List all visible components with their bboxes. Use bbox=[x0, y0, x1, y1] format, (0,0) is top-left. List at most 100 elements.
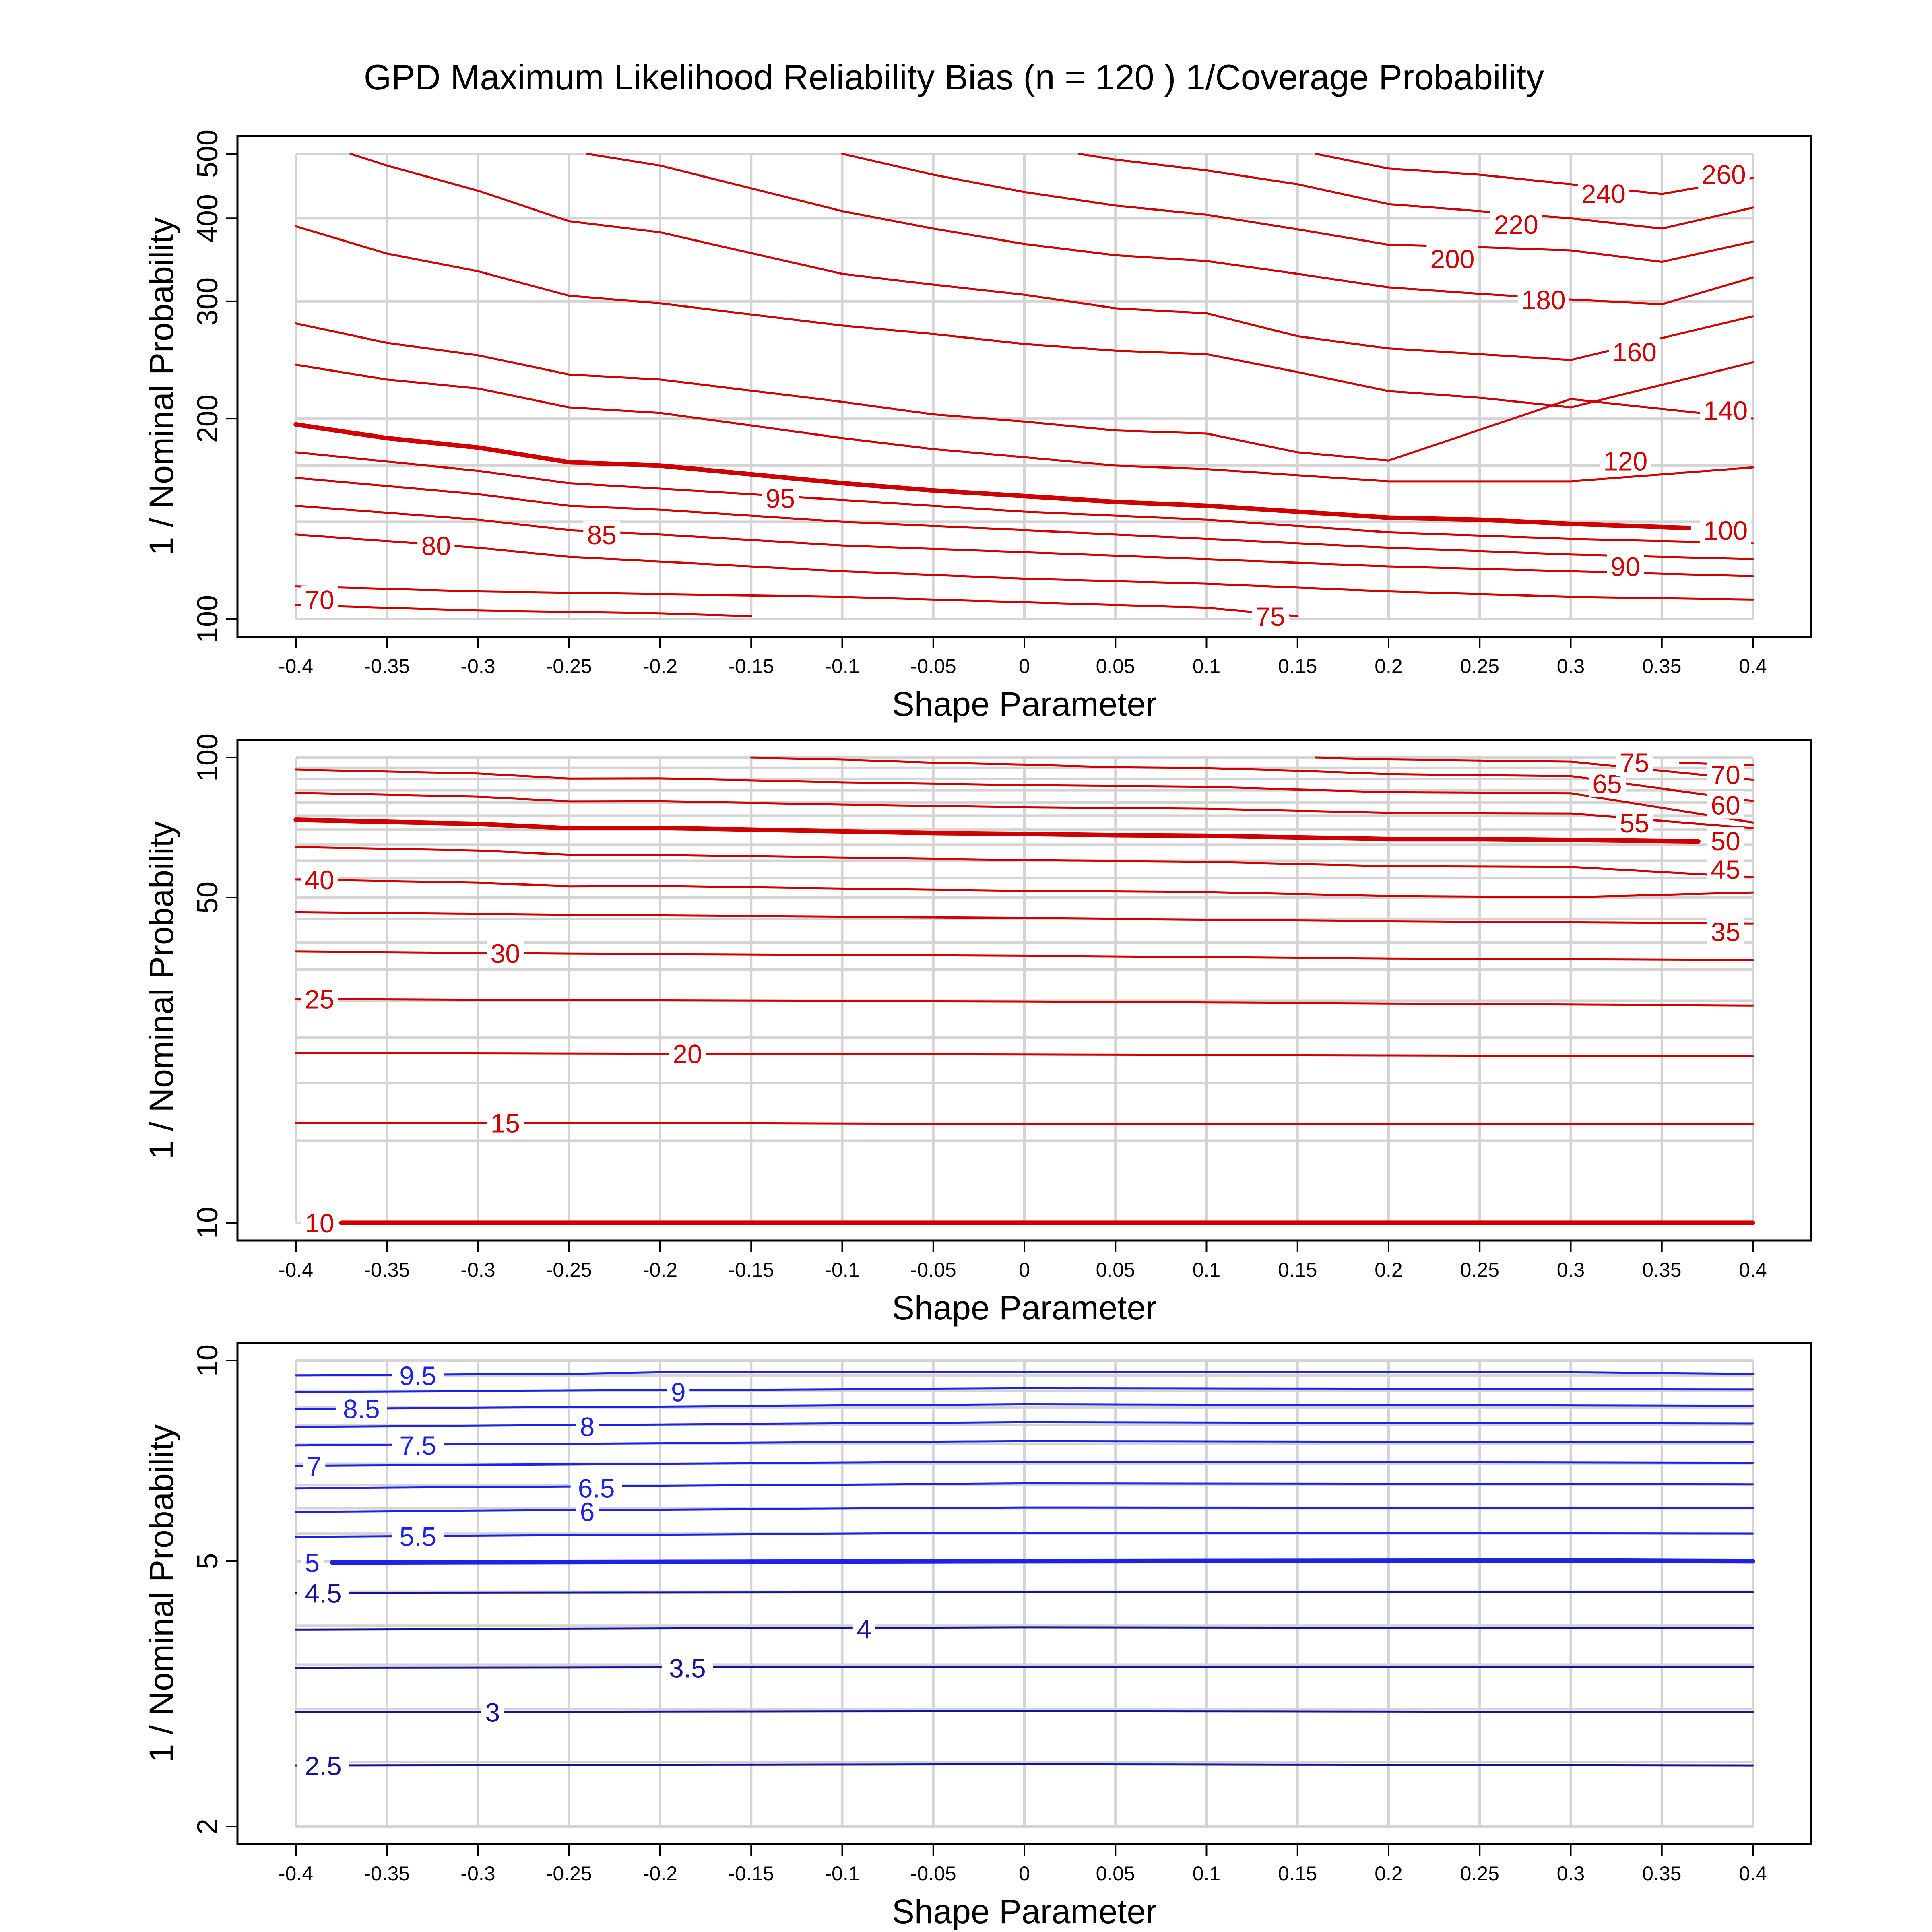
y-axis: 10 50 100 1 / Nominal Probability bbox=[142, 733, 237, 1239]
contour-label-background bbox=[1607, 553, 1644, 580]
y-axis: 100 200 300 400 500 1 / Nominal Probability bbox=[142, 130, 237, 643]
contour-label: 45 bbox=[1711, 855, 1740, 884]
contour-line bbox=[295, 878, 1754, 898]
contour-label-background bbox=[392, 1431, 444, 1459]
x-tick-label: -0.35 bbox=[364, 1862, 410, 1885]
x-tick-label: 0 bbox=[1019, 1862, 1030, 1885]
contour-label-background bbox=[303, 1452, 326, 1480]
x-tick-label: 0.05 bbox=[1096, 655, 1135, 677]
contour-label: 240 bbox=[1581, 179, 1626, 208]
y-axis: 2 5 10 1 / Nominal Probability bbox=[142, 1344, 237, 1835]
contour-line bbox=[349, 153, 1754, 361]
contour-line bbox=[295, 451, 1754, 545]
contour-label-background bbox=[576, 1497, 599, 1525]
x-tick-label: -0.15 bbox=[728, 1259, 774, 1281]
contour-label: 3.5 bbox=[669, 1653, 706, 1683]
contour-labels: 70 75 80 85 90 95 100 120 140 160 180 200 220 240 260 bbox=[301, 160, 1752, 632]
contour-line bbox=[295, 477, 1754, 560]
x-tick-label: -0.15 bbox=[728, 655, 774, 677]
contour-label-background bbox=[762, 484, 799, 512]
x-tick-label: -0.25 bbox=[546, 1259, 592, 1281]
y-tick-label: 50 bbox=[192, 881, 224, 914]
contour-label-background bbox=[487, 939, 524, 967]
contour-line bbox=[295, 1506, 1754, 1513]
contour-line bbox=[295, 1591, 1754, 1594]
x-tick-label: -0.3 bbox=[460, 655, 495, 677]
x-tick-label: -0.15 bbox=[728, 1862, 774, 1885]
contour-label: 35 bbox=[1711, 917, 1740, 947]
contour-label: 10 bbox=[305, 1208, 334, 1238]
x-tick-label: -0.05 bbox=[910, 655, 956, 677]
contour-label-background bbox=[392, 1361, 444, 1389]
contour-line bbox=[1315, 756, 1754, 781]
y-tick-label: 100 bbox=[192, 733, 224, 782]
contour-label-background bbox=[570, 1474, 622, 1502]
contour-label: 180 bbox=[1521, 285, 1566, 315]
contour-lines bbox=[293, 756, 1755, 1225]
contour-label-background bbox=[392, 1522, 444, 1550]
contour-label-background bbox=[1707, 855, 1744, 883]
contour-label-background bbox=[301, 1548, 324, 1576]
x-tick-label: -0.25 bbox=[546, 655, 592, 677]
contour-line bbox=[295, 585, 1299, 617]
contour-label-background bbox=[1616, 809, 1653, 837]
y-tick-label: 2 bbox=[192, 1818, 224, 1835]
y-tick-label: 5 bbox=[192, 1553, 224, 1569]
contour-label: 15 bbox=[491, 1108, 520, 1138]
y-tick-label: 100 bbox=[192, 595, 224, 643]
contour-label: 6.5 bbox=[578, 1474, 615, 1503]
contour-label-background bbox=[1251, 602, 1289, 630]
contour-label: 7.5 bbox=[399, 1430, 436, 1460]
y-axis-label: 1 / Nominal Probability bbox=[142, 821, 180, 1159]
y-tick-label: 200 bbox=[192, 394, 224, 443]
contour-line bbox=[295, 1421, 1754, 1428]
y-tick-label: 10 bbox=[192, 1207, 224, 1239]
x-tick-label: 0.4 bbox=[1739, 1862, 1767, 1885]
contour-line bbox=[295, 911, 1754, 925]
x-tick-label: -0.3 bbox=[460, 1862, 495, 1885]
contour-line bbox=[295, 1763, 1754, 1767]
contour-label: 9 bbox=[671, 1377, 686, 1407]
contour-line bbox=[295, 322, 1754, 462]
contour-line bbox=[295, 792, 1754, 829]
x-tick-label: 0 bbox=[1019, 655, 1030, 677]
contour-label: 140 bbox=[1703, 396, 1748, 425]
contour-line bbox=[750, 756, 1754, 802]
x-tick-label: 0.3 bbox=[1557, 655, 1585, 677]
contour-label: 25 bbox=[305, 984, 334, 1014]
contour-label: 70 bbox=[305, 585, 334, 615]
contour-label-background bbox=[335, 1395, 387, 1422]
x-tick-label: -0.4 bbox=[279, 1862, 313, 1885]
x-axis-label: Shape Parameter bbox=[892, 1289, 1157, 1327]
contour-label: 3 bbox=[485, 1697, 500, 1727]
x-tick-label: 0.35 bbox=[1642, 1259, 1681, 1281]
contour-label-background bbox=[1707, 917, 1744, 945]
contour-label-background bbox=[1707, 791, 1744, 819]
contour-label-background bbox=[1698, 160, 1750, 188]
contour-line bbox=[295, 1482, 1754, 1490]
contour-label-background bbox=[1426, 245, 1478, 272]
contour-label-background bbox=[1600, 447, 1651, 475]
x-tick-label: 0.4 bbox=[1739, 655, 1767, 677]
contour-label: 6 bbox=[580, 1497, 595, 1527]
x-tick-label: 0.15 bbox=[1278, 1862, 1317, 1885]
x-tick-label: 0.2 bbox=[1375, 1259, 1403, 1281]
y-axis-label: 1 / Nominal Probability bbox=[142, 1424, 180, 1763]
contour-label-background bbox=[1707, 760, 1744, 788]
contour-label-background bbox=[1700, 396, 1752, 424]
contour-label: 50 bbox=[1711, 826, 1740, 856]
x-tick-label: 0.2 bbox=[1375, 655, 1403, 677]
contour-label: 5.5 bbox=[399, 1522, 436, 1552]
contour-label: 60 bbox=[1711, 791, 1740, 820]
contour-label: 85 bbox=[587, 520, 616, 550]
contour-lines bbox=[295, 1371, 1755, 1767]
contour-label: 160 bbox=[1612, 337, 1657, 367]
contour-label-background bbox=[297, 1579, 349, 1607]
contour-label-background bbox=[301, 586, 338, 613]
contour-line bbox=[295, 1461, 1754, 1467]
contour-line bbox=[841, 153, 1754, 263]
x-axis-label: Shape Parameter bbox=[892, 685, 1157, 723]
x-tick-label: -0.25 bbox=[546, 1862, 592, 1885]
contour-label-background bbox=[301, 985, 338, 1013]
